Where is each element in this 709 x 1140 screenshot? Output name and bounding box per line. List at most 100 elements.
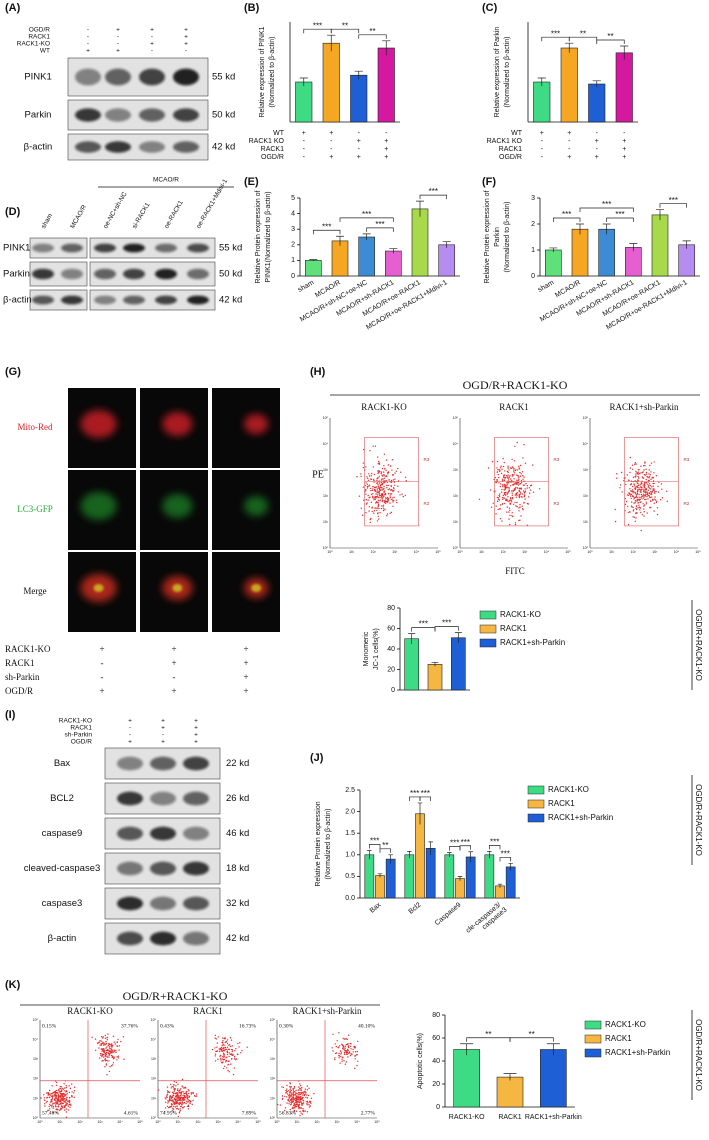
event-dot <box>519 471 521 474</box>
event-dot <box>371 489 374 492</box>
event-dot <box>639 496 641 498</box>
event-dot <box>496 471 499 473</box>
blot-band <box>183 861 209 876</box>
flow-title: OGD/R+RACK1-KO <box>123 989 228 1003</box>
event-dot <box>366 476 368 478</box>
legend-label: RACK1-KO <box>548 785 589 794</box>
y-tick-label: 40 <box>387 646 395 653</box>
axis-tick-label: 10⁴ <box>323 442 329 446</box>
event-dot <box>172 1094 174 1097</box>
event-dot <box>185 1091 187 1094</box>
event-dot <box>518 490 520 492</box>
event-dot <box>500 483 502 485</box>
event-dot <box>370 475 373 477</box>
event-dot <box>236 1053 239 1055</box>
y-axis-label: Monomeric <box>363 631 370 666</box>
x-tick-label: sham <box>537 279 555 294</box>
condition-sign: - <box>117 34 119 41</box>
event-dot <box>511 466 514 468</box>
event-dot <box>226 1067 228 1069</box>
event-dot <box>643 473 646 476</box>
bar <box>453 1049 480 1108</box>
event-dot <box>342 1046 345 1048</box>
condition-sign: - <box>117 41 119 48</box>
significance-label: *** <box>375 220 384 229</box>
event-dot <box>217 1036 219 1038</box>
event-dot <box>48 1105 50 1108</box>
event-dot <box>511 458 513 461</box>
event-dot <box>385 475 387 478</box>
event-dot <box>631 495 634 497</box>
event-dot <box>388 493 390 495</box>
event-dot <box>173 1081 175 1083</box>
event-dot <box>221 1050 223 1052</box>
blot-band <box>150 826 176 841</box>
event-dot <box>356 1050 359 1053</box>
y-axis-label: Relative Protein expression of <box>255 190 262 283</box>
event-dot <box>338 1055 340 1057</box>
axis-tick-label: 10² <box>33 1077 39 1081</box>
event-dot <box>377 513 379 515</box>
event-dot <box>653 510 655 512</box>
quadrant-percent: 4.61% <box>124 1110 139 1116</box>
event-dot <box>185 1102 187 1105</box>
event-dot <box>644 461 646 463</box>
significance-label: *** <box>615 210 624 219</box>
event-dot <box>101 1049 104 1051</box>
event-dot <box>383 501 386 504</box>
event-dot <box>637 489 639 491</box>
event-dot <box>64 1101 66 1103</box>
event-dot <box>111 1050 113 1053</box>
blot-band <box>187 268 209 280</box>
event-dot <box>632 464 634 466</box>
event-dot <box>379 499 381 501</box>
event-dot <box>231 1049 233 1051</box>
event-dot <box>104 1034 107 1037</box>
event-dot <box>170 1103 173 1105</box>
y-tick-label: 2.0 <box>345 808 355 815</box>
condition-sign: + <box>128 739 132 746</box>
event-dot <box>509 499 511 501</box>
event-dot <box>373 486 376 488</box>
event-dot <box>223 1046 225 1049</box>
event-dot <box>368 473 370 475</box>
event-dot <box>529 492 531 494</box>
event-dot <box>512 484 515 486</box>
event-dot <box>383 500 386 502</box>
condition-sign: + <box>116 27 120 34</box>
event-dot <box>639 507 641 509</box>
event-dot <box>630 490 633 492</box>
plot-title: RACK1+sh-Parkin <box>292 1006 362 1016</box>
significance-label: *** <box>501 850 510 859</box>
condition-sign: + <box>243 644 248 654</box>
event-dot <box>220 1057 222 1060</box>
condition-sign: - <box>87 34 89 41</box>
event-dot <box>59 1103 61 1106</box>
event-dot <box>522 484 525 486</box>
event-dot <box>647 489 650 491</box>
event-dot <box>67 1105 70 1107</box>
condition-sign: + <box>184 41 188 48</box>
event-dot <box>505 491 507 494</box>
event-dot <box>108 1054 110 1057</box>
event-dot <box>226 1053 229 1056</box>
event-dot <box>111 1046 113 1048</box>
event-dot <box>634 492 636 494</box>
event-dot <box>511 479 513 482</box>
event-dot <box>378 487 380 489</box>
event-dot <box>172 1091 174 1094</box>
event-dot <box>71 1083 73 1085</box>
event-dot <box>507 467 509 469</box>
event-dot <box>57 1098 59 1101</box>
event-dot <box>513 460 515 462</box>
event-dot <box>372 496 374 499</box>
event-dot <box>373 479 375 482</box>
event-dot <box>518 507 520 509</box>
axis-tick-label: 10² <box>151 1077 157 1081</box>
event-dot <box>231 1054 233 1056</box>
condition-name: RACK1-KO <box>17 41 50 48</box>
blot-band <box>173 108 199 122</box>
event-dot <box>634 480 636 482</box>
event-dot <box>655 501 658 504</box>
event-dot <box>644 464 646 467</box>
